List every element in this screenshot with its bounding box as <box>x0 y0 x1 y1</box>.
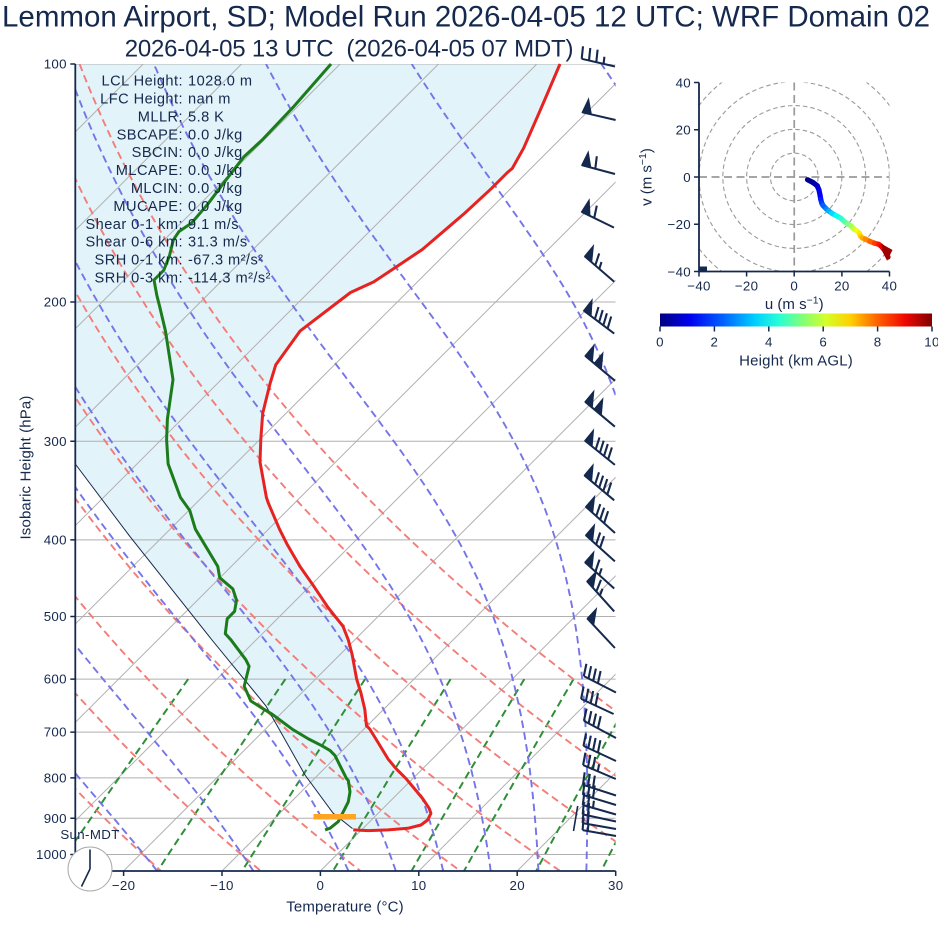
svg-text:900: 900 <box>44 811 67 826</box>
svg-text:20: 20 <box>834 279 849 294</box>
svg-text:LCL Height:: LCL Height: <box>102 74 183 90</box>
svg-text:40: 40 <box>882 279 897 294</box>
svg-text:10: 10 <box>411 878 426 893</box>
svg-text:400: 400 <box>44 533 67 548</box>
svg-text:2026-04-05 13 UTC (2026-04-05: 2026-04-05 13 UTC (2026-04-05 07 MDT) <box>125 36 574 63</box>
svg-text:−20: −20 <box>668 217 691 232</box>
svg-text:nan m: nan m <box>188 92 231 108</box>
svg-text:2: 2 <box>711 335 719 350</box>
svg-text:0: 0 <box>790 279 798 294</box>
svg-text:MLCAPE:: MLCAPE: <box>116 163 183 179</box>
svg-text:Height (km AGL): Height (km AGL) <box>739 353 853 370</box>
svg-text:MLCIN:: MLCIN: <box>131 181 183 197</box>
svg-text:Temperature (°C): Temperature (°C) <box>286 899 404 916</box>
svg-text:Lemmon Airport, SD; Model Run: Lemmon Airport, SD; Model Run 2026-04-05… <box>2 1 930 34</box>
svg-text:SBCAPE:: SBCAPE: <box>117 127 183 143</box>
svg-text:6: 6 <box>819 335 827 350</box>
svg-text:1028.0 m: 1028.0 m <box>188 74 252 90</box>
svg-text:100: 100 <box>44 57 67 72</box>
svg-text:200: 200 <box>44 295 67 310</box>
svg-text:0.0 J/kg: 0.0 J/kg <box>188 127 243 143</box>
svg-text:−20: −20 <box>735 279 758 294</box>
svg-text:9.1 m/s: 9.1 m/s <box>188 217 239 233</box>
svg-text:Shear 0-1 km:: Shear 0-1 km: <box>85 217 183 233</box>
svg-text:SRH 0-1 km:: SRH 0-1 km: <box>95 253 183 269</box>
svg-text:−40: −40 <box>687 279 710 294</box>
svg-text:0.0 J/kg: 0.0 J/kg <box>188 163 243 179</box>
svg-text:u (m s−1): u (m s−1) <box>765 295 824 314</box>
svg-text:500: 500 <box>44 609 67 624</box>
svg-text:40: 40 <box>676 75 691 90</box>
svg-text:Sun-MDT: Sun-MDT <box>60 827 119 842</box>
svg-text:SRH 0-3 km:: SRH 0-3 km: <box>95 271 183 287</box>
svg-text:700: 700 <box>44 725 67 740</box>
svg-text:800: 800 <box>44 771 67 786</box>
svg-text:31.3 m/s: 31.3 m/s <box>188 235 248 251</box>
svg-text:10: 10 <box>924 335 938 350</box>
svg-text:Shear 0-6 km:: Shear 0-6 km: <box>85 235 183 251</box>
svg-text:−20: −20 <box>112 878 135 893</box>
svg-text:20: 20 <box>510 878 525 893</box>
svg-text:30: 30 <box>608 878 623 893</box>
svg-text:LFC Height:: LFC Height: <box>100 92 183 108</box>
svg-text:1000: 1000 <box>36 847 67 862</box>
svg-text:20: 20 <box>676 123 691 138</box>
svg-text:0.0 J/kg: 0.0 J/kg <box>188 181 243 197</box>
svg-text:300: 300 <box>44 434 67 449</box>
svg-text:MUCAPE:: MUCAPE: <box>113 199 183 215</box>
svg-text:4: 4 <box>765 335 773 350</box>
svg-text:0.0 J/kg: 0.0 J/kg <box>188 145 243 161</box>
svg-text:v (m s−1): v (m s−1) <box>637 148 656 206</box>
svg-text:8: 8 <box>874 335 882 350</box>
svg-text:MLLR:: MLLR: <box>138 109 183 125</box>
svg-text:600: 600 <box>44 672 67 687</box>
svg-text:SBCIN:: SBCIN: <box>132 145 183 161</box>
svg-text:−10: −10 <box>210 878 233 893</box>
svg-text:−40: −40 <box>668 264 691 279</box>
svg-text:-114.3 m²/s²: -114.3 m²/s² <box>188 271 271 287</box>
svg-text:0.0 J/kg: 0.0 J/kg <box>188 199 243 215</box>
svg-text:5.8 K: 5.8 K <box>188 109 224 125</box>
svg-text:0: 0 <box>317 878 325 893</box>
svg-text:-67.3 m²/s²: -67.3 m²/s² <box>188 253 264 269</box>
svg-text:0: 0 <box>656 335 664 350</box>
svg-text:0: 0 <box>683 170 691 185</box>
svg-text:Isobaric Height (hPa): Isobaric Height (hPa) <box>18 395 35 539</box>
